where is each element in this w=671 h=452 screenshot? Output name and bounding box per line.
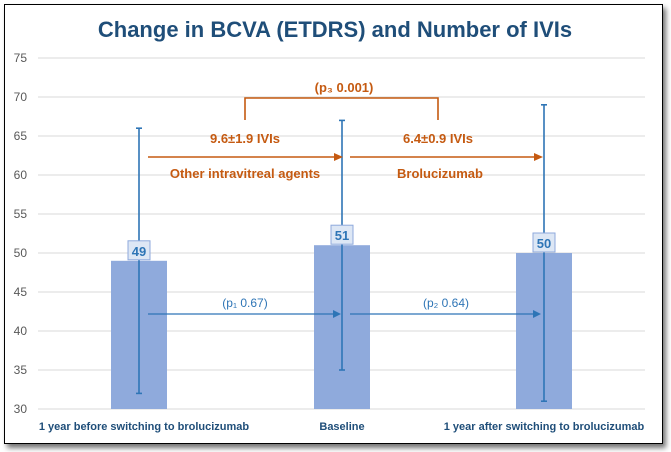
y-tick-70: 70 xyxy=(14,90,28,104)
data-label-0: 49 xyxy=(132,244,146,259)
y-axis-ticks: 30 35 40 45 50 55 60 65 70 75 xyxy=(14,51,28,416)
chart-title: Change in BCVA (ETDRS) and Number of IVI… xyxy=(98,17,572,42)
blue-arrowhead-1 xyxy=(333,310,341,318)
p2-label: (p₂ 0.64) xyxy=(423,296,469,310)
error-bars xyxy=(136,104,547,403)
y-tick-75: 75 xyxy=(14,51,28,65)
x-axis-categories: 1 year before switching to brolucizumab B… xyxy=(39,421,645,433)
p1-label: (p₁ 0.67) xyxy=(222,296,267,310)
blue-arrowhead-2 xyxy=(533,310,541,318)
ivis-before-label: 9.6±1.9 IVIs xyxy=(210,131,280,146)
orange-arrowhead-1 xyxy=(334,153,343,161)
data-label-box-2 xyxy=(532,232,556,253)
y-tick-50: 50 xyxy=(14,246,28,260)
p3-label: (p₃ 0.001) xyxy=(315,80,374,95)
orange-arrowhead-2 xyxy=(534,153,543,161)
y-tick-60: 60 xyxy=(14,168,28,182)
agents-after-label: Brolucizumab xyxy=(397,166,483,181)
category-label-1: Baseline xyxy=(319,421,364,433)
y-tick-40: 40 xyxy=(14,324,28,338)
data-label-1: 51 xyxy=(335,228,349,243)
data-label-2: 50 xyxy=(537,236,551,251)
p3-bracket xyxy=(244,97,439,120)
y-tick-55: 55 xyxy=(14,207,28,221)
data-labels: 49 51 50 xyxy=(127,224,556,261)
ivis-after-label: 6.4±0.9 IVIs xyxy=(403,131,473,146)
data-label-box-1 xyxy=(330,224,354,245)
data-label-box-0 xyxy=(127,240,151,261)
y-tick-45: 45 xyxy=(14,285,28,299)
category-label-0: 1 year before switching to brolucizumab xyxy=(39,421,250,433)
agents-before-label: Other intravitreal agents xyxy=(170,166,320,181)
y-tick-30: 30 xyxy=(14,402,28,416)
y-tick-65: 65 xyxy=(14,129,28,143)
y-tick-35: 35 xyxy=(14,363,28,377)
category-label-2: 1 year after switching to brolucizumab xyxy=(444,421,645,433)
